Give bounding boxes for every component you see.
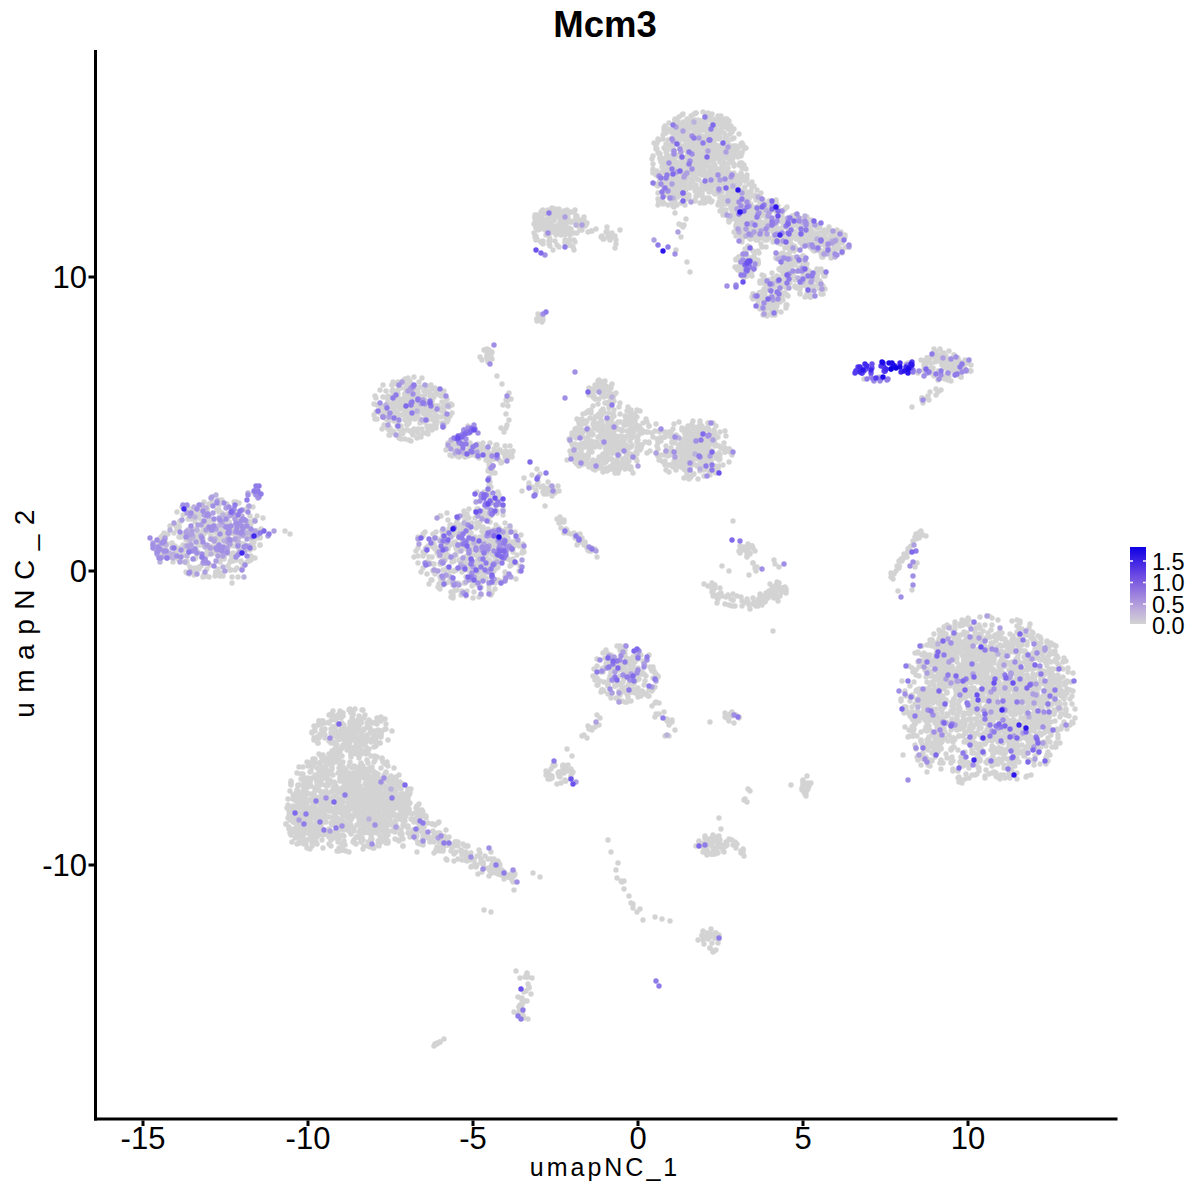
svg-text:-15: -15 (121, 1121, 166, 1156)
svg-text:umapNC_2: umapNC_2 (9, 500, 40, 718)
svg-text:umapNC_1: umapNC_1 (530, 1153, 680, 1181)
svg-text:10: 10 (951, 1121, 985, 1156)
svg-text:0.0: 0.0 (1152, 613, 1185, 639)
svg-text:Mcm3: Mcm3 (553, 4, 656, 45)
svg-text:0: 0 (629, 1121, 646, 1156)
svg-text:-5: -5 (459, 1121, 487, 1156)
svg-text:5: 5 (794, 1121, 811, 1156)
svg-text:0: 0 (70, 554, 87, 589)
svg-text:-10: -10 (286, 1121, 331, 1156)
svg-text:10: 10 (53, 260, 87, 295)
svg-text:-10: -10 (42, 848, 87, 883)
